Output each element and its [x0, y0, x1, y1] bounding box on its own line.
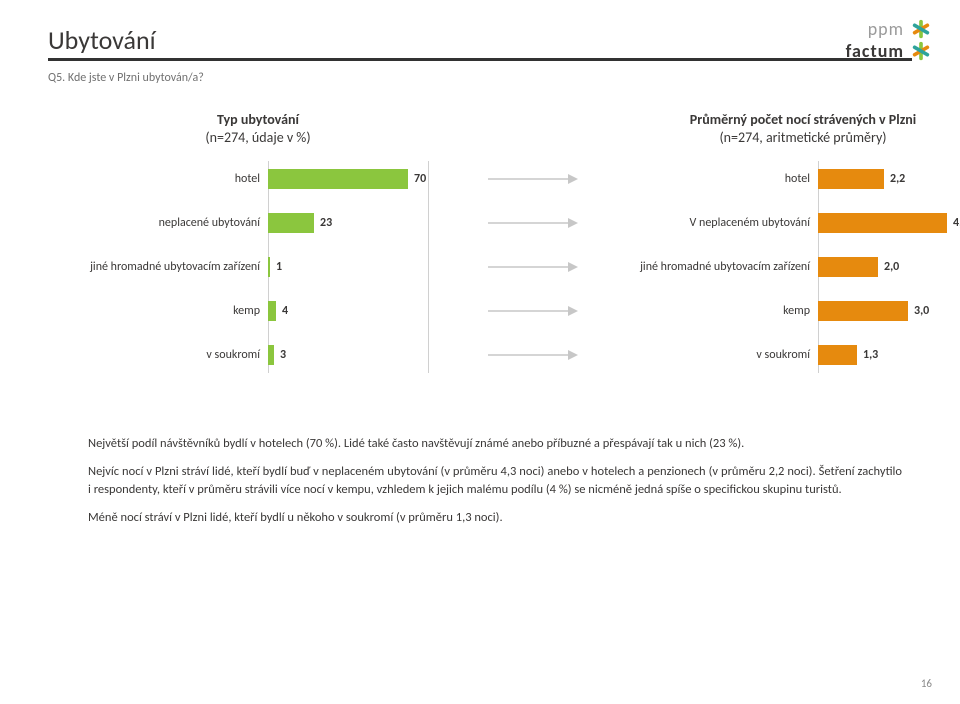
plot-area: 23 — [268, 209, 428, 237]
plot-area: 3 — [268, 341, 428, 369]
category-label: jiné hromadné ubytovacím zařízení — [638, 260, 818, 274]
plot-area: 1 — [268, 253, 428, 281]
bar — [268, 301, 276, 321]
category-label: V neplaceném ubytování — [638, 216, 818, 230]
chart-right-title-2: (n=274, aritmetické průměry) — [719, 129, 886, 147]
bar-value-label: 2,2 — [890, 169, 905, 189]
category-label: kemp — [638, 304, 818, 318]
left-bar-row: neplacené ubytování 23 — [88, 209, 428, 237]
logo-text-1: ppm — [868, 18, 904, 40]
bar — [268, 213, 314, 233]
category-label: hotel — [638, 172, 818, 186]
arrow-icon — [488, 165, 578, 193]
plot-area: 1,3 — [818, 341, 960, 369]
bar — [818, 257, 878, 277]
bar-value-label: 70 — [414, 169, 426, 189]
bar-value-label: 23 — [320, 213, 332, 233]
question-label: Q5. Kde jste v Plzni ubytován/a? — [48, 71, 912, 85]
arrow-icon — [488, 341, 578, 369]
chart-left-title-2: (n=274, údaje v %) — [205, 129, 310, 147]
charts-container: Typ ubytování (n=274, údaje v %) hotel 70… — [88, 111, 912, 385]
left-bar-row: jiné hromadné ubytovacím zařízení 1 — [88, 253, 428, 281]
bar — [818, 301, 908, 321]
bar-value-label: 1 — [276, 257, 282, 277]
bar — [818, 169, 884, 189]
body-text: Největší podíl návštěvníků bydlí v hotel… — [48, 435, 912, 528]
chart-left-title: Typ ubytování (n=274, údaje v %) — [88, 111, 428, 147]
page-number: 16 — [921, 677, 932, 690]
right-bar-row: kemp 3,0 — [638, 297, 960, 325]
bar — [268, 345, 274, 365]
chart-right-title: Průměrný počet nocí strávených v Plzni (… — [638, 111, 960, 147]
plot-area: 2,0 — [818, 253, 960, 281]
arrow-icon — [488, 253, 578, 281]
category-label: hotel — [88, 172, 268, 186]
right-bar-row: v soukromí 1,3 — [638, 341, 960, 369]
bar-value-label: 4,3 — [953, 213, 960, 233]
right-bar-row: jiné hromadné ubytovacím zařízení 2,0 — [638, 253, 960, 281]
bar — [268, 257, 270, 277]
category-label: neplacené ubytování — [88, 216, 268, 230]
left-bar-row: kemp 4 — [88, 297, 428, 325]
arrow-column — [488, 111, 578, 385]
bar — [268, 169, 408, 189]
plot-area: 4 — [268, 297, 428, 325]
plot-area: 2,2 — [818, 165, 960, 193]
slide: ppm factum Ubytování Q5. Kde jste v — [0, 0, 960, 704]
category-label: kemp — [88, 304, 268, 318]
brand-logo: ppm factum — [782, 18, 932, 62]
category-label: v soukromí — [88, 348, 268, 362]
right-bar-row: V neplaceném ubytování 4,3 — [638, 209, 960, 237]
chart-left-rows: hotel 70 neplacené ubytování 23 jiné hromadn… — [88, 165, 428, 369]
bar — [818, 213, 947, 233]
bar-value-label: 3,0 — [914, 301, 929, 321]
asterisk-icon — [910, 40, 932, 62]
bar — [818, 345, 857, 365]
arrow-icon — [488, 297, 578, 325]
plot-area: 3,0 — [818, 297, 960, 325]
left-bar-row: v soukromí 3 — [88, 341, 428, 369]
chart-left-title-1: Typ ubytování — [217, 111, 299, 129]
axis-gridline — [428, 161, 429, 373]
logo-text-2: factum — [846, 40, 904, 62]
arrow-icon — [488, 209, 578, 237]
bar-value-label: 1,3 — [863, 345, 878, 365]
bar-value-label: 4 — [282, 301, 288, 321]
left-bar-row: hotel 70 — [88, 165, 428, 193]
chart-right-rows: hotel 2,2 V neplaceném ubytování 4,3 jiné hr… — [638, 165, 960, 369]
category-label: jiné hromadné ubytovacím zařízení — [88, 260, 268, 274]
chart-right-title-1: Průměrný počet nocí strávených v Plzni — [690, 111, 916, 129]
plot-area: 4,3 — [818, 209, 960, 237]
bar-value-label: 3 — [280, 345, 286, 365]
plot-area: 70 — [268, 165, 428, 193]
chart-left: Typ ubytování (n=274, údaje v %) hotel 70… — [88, 111, 428, 385]
paragraph: Nejvíc nocí v Plzni stráví lidé, kteří b… — [88, 463, 902, 499]
right-bar-row: hotel 2,2 — [638, 165, 960, 193]
category-label: v soukromí — [638, 348, 818, 362]
arrow-rows — [488, 165, 578, 369]
paragraph: Největší podíl návštěvníků bydlí v hotel… — [88, 435, 902, 453]
arrow-spacer — [488, 111, 578, 147]
chart-right: Průměrný počet nocí strávených v Plzni (… — [638, 111, 960, 385]
paragraph: Méně nocí stráví v Plzni lidé, kteří byd… — [88, 509, 902, 527]
asterisk-icon — [910, 18, 932, 40]
bar-value-label: 2,0 — [884, 257, 899, 277]
